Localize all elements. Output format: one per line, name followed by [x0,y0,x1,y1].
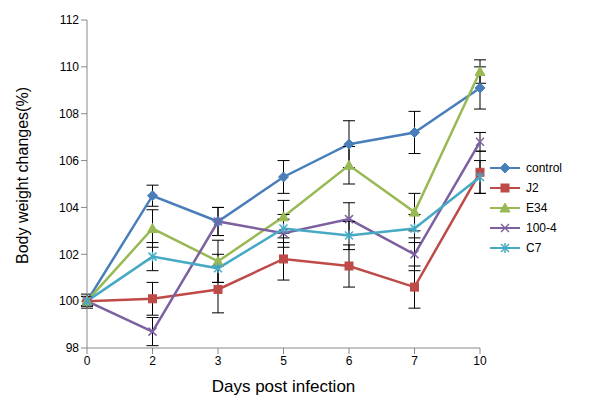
svg-text:Body weight changes(%): Body weight changes(%) [14,87,31,264]
svg-text:7: 7 [411,354,418,368]
svg-text:98: 98 [66,341,80,355]
html-text:E34: E34 [526,201,548,215]
svg-text:10: 10 [473,354,487,368]
html-text:control: control [526,161,562,175]
svg-text:0: 0 [84,354,91,368]
svg-text:106: 106 [59,154,79,168]
svg-text:5: 5 [280,354,287,368]
svg-text:3: 3 [215,354,222,368]
svg-text:100: 100 [59,294,79,308]
html-text:C7: C7 [526,241,542,255]
svg-text:108: 108 [59,107,79,121]
svg-text:110: 110 [60,60,79,74]
svg-text:104: 104 [59,201,79,215]
svg-text:Days post infection: Days post infection [212,377,356,396]
svg-text:112: 112 [60,13,79,27]
html-text:J2: J2 [526,181,539,195]
html-text:100-4: 100-4 [526,221,557,235]
svg-text:6: 6 [346,354,353,368]
svg-text:2: 2 [149,354,156,368]
svg-text:102: 102 [59,248,79,262]
